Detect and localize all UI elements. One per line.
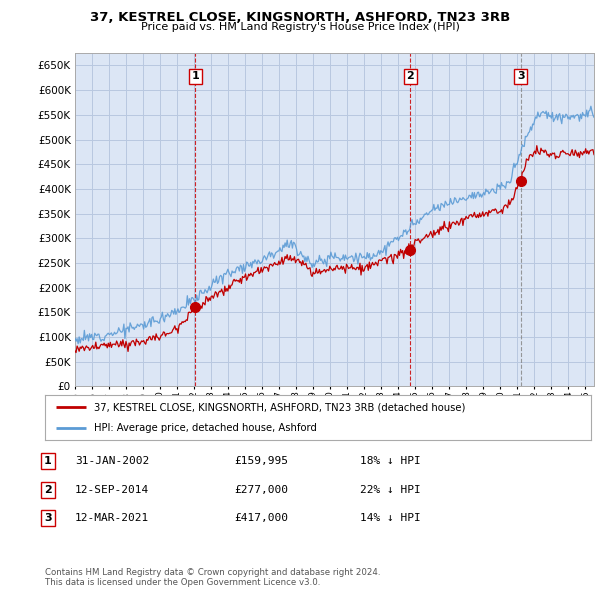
- Text: 37, KESTREL CLOSE, KINGSNORTH, ASHFORD, TN23 3RB: 37, KESTREL CLOSE, KINGSNORTH, ASHFORD, …: [90, 11, 510, 24]
- Text: 37, KESTREL CLOSE, KINGSNORTH, ASHFORD, TN23 3RB (detached house): 37, KESTREL CLOSE, KINGSNORTH, ASHFORD, …: [94, 402, 466, 412]
- Text: £159,995: £159,995: [234, 457, 288, 466]
- Text: 3: 3: [44, 513, 52, 523]
- Text: £417,000: £417,000: [234, 513, 288, 523]
- Text: Price paid vs. HM Land Registry's House Price Index (HPI): Price paid vs. HM Land Registry's House …: [140, 22, 460, 32]
- Text: 12-MAR-2021: 12-MAR-2021: [75, 513, 149, 523]
- Text: 2: 2: [406, 71, 414, 81]
- Text: 14% ↓ HPI: 14% ↓ HPI: [360, 513, 421, 523]
- Text: 2: 2: [44, 485, 52, 494]
- Text: 12-SEP-2014: 12-SEP-2014: [75, 485, 149, 494]
- Text: 1: 1: [44, 457, 52, 466]
- Text: HPI: Average price, detached house, Ashford: HPI: Average price, detached house, Ashf…: [94, 422, 317, 432]
- Text: 31-JAN-2002: 31-JAN-2002: [75, 457, 149, 466]
- Text: 3: 3: [517, 71, 524, 81]
- Text: 22% ↓ HPI: 22% ↓ HPI: [360, 485, 421, 494]
- Text: 1: 1: [191, 71, 199, 81]
- Text: 18% ↓ HPI: 18% ↓ HPI: [360, 457, 421, 466]
- Text: £277,000: £277,000: [234, 485, 288, 494]
- Text: Contains HM Land Registry data © Crown copyright and database right 2024.
This d: Contains HM Land Registry data © Crown c…: [45, 568, 380, 587]
